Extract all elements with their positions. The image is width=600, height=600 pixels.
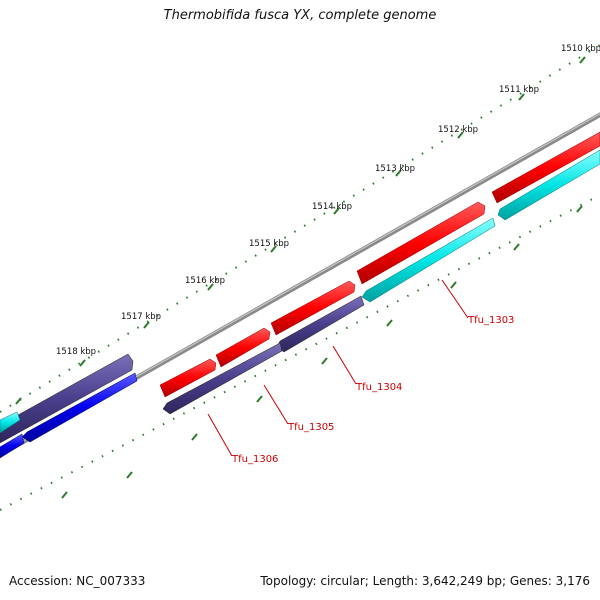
reverse-genes — [0, 149, 600, 459]
ruler-label: 1513 kbp — [375, 164, 415, 174]
map-title: Thermobifida fusca YX, complete genome — [163, 8, 437, 23]
gene-tfu-1305-arrow[interactable] — [215, 327, 271, 368]
ruler-ticks-lower — [61, 205, 583, 499]
gene-reverse-navy-2[interactable] — [162, 342, 283, 415]
ruler-label: 1512 kbp — [438, 125, 478, 135]
leader-line-tfu-1303 — [441, 279, 469, 319]
ruler-label: 1516 kbp — [185, 276, 225, 286]
gene-reverse-cyan-2[interactable] — [361, 217, 496, 303]
gene-label-tfu-1303[interactable]: Tfu_1303 — [467, 315, 514, 326]
gene-tfu-1303-block[interactable] — [491, 131, 600, 204]
genome-summary-text: Topology: circular; Length: 3,642,249 bp… — [260, 574, 590, 588]
gene-tfu-1304-arrow[interactable] — [270, 280, 356, 336]
gene-label-tfu-1305[interactable]: Tfu_1305 — [287, 422, 334, 433]
gene-reverse-cyan-1[interactable] — [497, 149, 600, 221]
gene-tfu-1303-arrow[interactable] — [356, 201, 486, 285]
ruler-ticks-upper — [15, 56, 586, 405]
ruler-label: 1510 kbp — [561, 44, 600, 54]
ruler-track-lower — [0, 194, 600, 511]
accession-text: Accession: NC_007333 — [9, 574, 146, 588]
ruler-label: 1515 kbp — [249, 239, 289, 249]
gene-label-tfu-1306[interactable]: Tfu_1306 — [231, 454, 278, 465]
leader-line-tfu-1306 — [207, 413, 233, 457]
gene-reverse-blue-1[interactable] — [21, 372, 138, 443]
leader-line-tfu-1304 — [332, 345, 357, 385]
gene-reverse-blue-2[interactable] — [0, 433, 25, 459]
gene-reverse-cyan-3[interactable] — [0, 411, 21, 434]
gene-reverse-navy-3[interactable] — [0, 353, 134, 444]
ruler-label: 1511 kbp — [499, 85, 539, 95]
ruler-label: 1517 kbp — [121, 312, 161, 322]
gene-tfu-1306-arrow[interactable] — [159, 358, 217, 398]
leader-line-tfu-1305 — [263, 384, 289, 425]
ruler-label: 1514 kbp — [312, 202, 352, 212]
gene-label-tfu-1304[interactable]: Tfu_1304 — [355, 382, 402, 393]
ruler-label: 1518 kbp — [56, 347, 96, 357]
forward-genes — [159, 131, 600, 398]
